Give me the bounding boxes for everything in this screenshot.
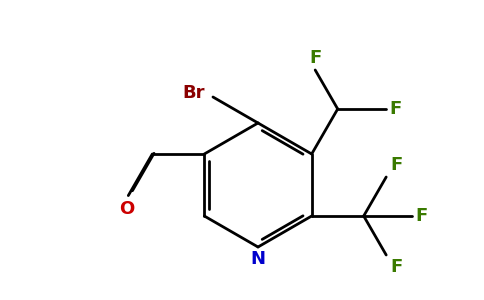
Text: F: F	[390, 258, 402, 276]
Text: F: F	[390, 100, 402, 118]
Text: F: F	[416, 207, 428, 225]
Text: N: N	[251, 250, 266, 268]
Text: F: F	[390, 156, 402, 174]
Text: F: F	[309, 49, 321, 67]
Text: Br: Br	[182, 84, 205, 102]
Text: O: O	[119, 200, 134, 217]
